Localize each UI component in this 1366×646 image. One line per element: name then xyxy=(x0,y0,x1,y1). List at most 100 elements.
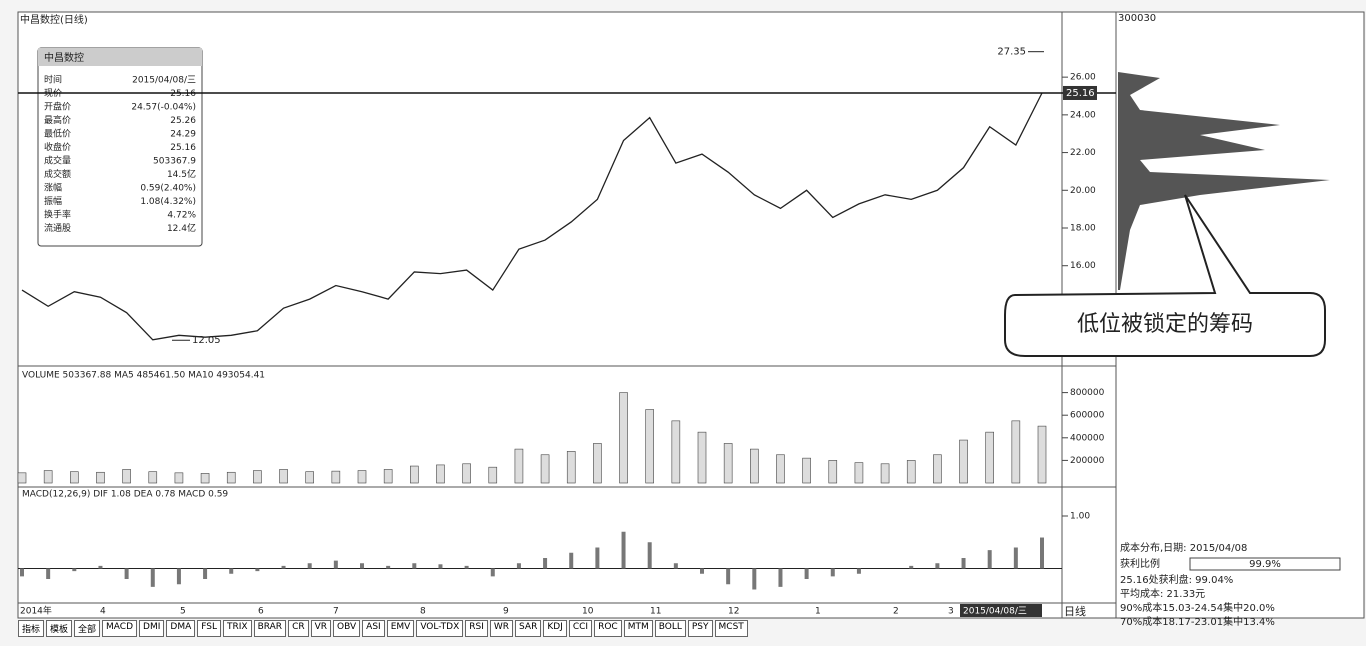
y-tick-label: 22.00 xyxy=(1070,148,1096,158)
y-tick-label: 400000 xyxy=(1070,433,1105,443)
macd-bar xyxy=(1040,537,1044,569)
info-value: 25.16 xyxy=(170,143,196,153)
macd-bar xyxy=(595,547,600,569)
x-tick-label: 9 xyxy=(503,607,509,617)
macd-bar xyxy=(752,568,757,590)
volume-bar xyxy=(357,470,367,484)
macd-bar xyxy=(412,563,417,569)
macd-bar xyxy=(124,568,129,579)
macd-bar xyxy=(203,568,208,579)
x-tick-label: 2014年 xyxy=(20,605,52,617)
tab[interactable]: VOL-TDX xyxy=(416,620,464,637)
macd-bar xyxy=(621,531,626,569)
volume-bar xyxy=(331,470,341,484)
macd-bar xyxy=(987,550,992,569)
info-box-title: 中昌数控 xyxy=(44,51,84,64)
y-tick-label: 200000 xyxy=(1070,456,1105,466)
period-label: 日线 xyxy=(1064,604,1086,618)
info-key: 开盘价 xyxy=(44,101,71,113)
y-tick-label: 24.00 xyxy=(1070,110,1096,120)
chip-info: 25.16处获利盘: 99.04% xyxy=(1120,573,1233,586)
tab[interactable]: MTM xyxy=(623,620,653,637)
info-key: 成交额 xyxy=(44,168,71,180)
profit-value: 99.9% xyxy=(1249,559,1281,570)
info-key: 振幅 xyxy=(44,195,62,207)
volume-bar xyxy=(279,469,288,484)
tab[interactable]: DMI xyxy=(139,620,165,637)
tab[interactable]: DMA xyxy=(166,620,196,637)
tab[interactable]: BOLL xyxy=(654,620,686,637)
tab[interactable]: MCST xyxy=(714,620,748,637)
volume-bar xyxy=(906,460,916,484)
tab[interactable]: VR xyxy=(310,620,332,637)
tab[interactable]: OBV xyxy=(333,620,361,637)
chart-title: 中昌数控(日线) xyxy=(20,13,88,26)
tab[interactable]: RSI xyxy=(465,620,488,637)
chip-date: 成本分布,日期: 2015/04/08 xyxy=(1120,541,1247,554)
macd-bar xyxy=(464,565,469,569)
volume-bar xyxy=(671,420,681,484)
volume-bar xyxy=(383,469,393,484)
volume-bar xyxy=(854,462,864,484)
tab[interactable]: CR xyxy=(288,620,309,637)
volume-bar xyxy=(750,448,759,484)
tab[interactable]: ASI xyxy=(362,620,385,637)
macd-bar xyxy=(176,568,181,585)
volume-bar xyxy=(410,465,419,484)
y-tick-label: 800000 xyxy=(1070,388,1105,398)
tab[interactable]: FSL xyxy=(197,620,221,637)
tab[interactable]: KDJ xyxy=(543,620,567,637)
macd-bar xyxy=(281,565,286,569)
tab[interactable]: TRIX xyxy=(223,620,252,637)
info-value: 2015/04/08/三 xyxy=(132,76,196,86)
info-value: 14.5亿 xyxy=(167,168,196,180)
tab-bar: 指标 模板 全部 MACD DMI DMA FSL TRIX BRAR CR VR OBV ASI EMV… xyxy=(18,620,748,637)
macd-bar xyxy=(726,568,731,585)
info-value: 12.4亿 xyxy=(167,222,196,234)
tab[interactable]: EMV xyxy=(386,620,415,637)
tab[interactable]: BRAR xyxy=(253,620,287,637)
tab[interactable]: SAR xyxy=(515,620,542,637)
tab[interactable]: 模板 xyxy=(46,620,73,637)
macd-bar xyxy=(307,563,312,569)
tab[interactable]: CCI xyxy=(568,620,593,637)
x-tick-label: 1 xyxy=(815,607,821,617)
tab[interactable]: 指标 xyxy=(18,620,45,637)
info-key: 涨幅 xyxy=(44,182,62,194)
volume-bar xyxy=(200,473,210,484)
x-tick-label: 5 xyxy=(180,607,186,617)
macd-bar xyxy=(98,565,103,569)
volume-bar xyxy=(697,431,707,484)
volume-bar xyxy=(959,439,968,484)
macd-bar xyxy=(255,568,260,572)
info-box-header xyxy=(38,48,202,66)
y-tick-label: 20.00 xyxy=(1070,186,1096,196)
macd-bar xyxy=(935,563,940,569)
tab[interactable]: WR xyxy=(489,620,514,637)
info-value: 24.29 xyxy=(170,130,196,140)
chip-info: 70%成本18.17-23.01集中13.4% xyxy=(1120,615,1275,628)
macd-bar xyxy=(229,568,234,574)
macd-bar xyxy=(360,563,364,569)
info-key: 时间 xyxy=(44,74,62,86)
x-tick-label: 11 xyxy=(650,607,661,617)
volume-bar xyxy=(1037,425,1047,484)
macd-bar xyxy=(20,568,24,577)
x-tick-label: 10 xyxy=(582,607,594,617)
tab[interactable]: PSY xyxy=(687,620,713,637)
info-value: 25.16 xyxy=(170,89,196,99)
tab[interactable]: ROC xyxy=(594,620,622,637)
chip-info: 90%成本15.03-24.54集中20.0% xyxy=(1120,601,1275,614)
info-value: 25.26 xyxy=(170,116,196,126)
macd-bar xyxy=(438,564,443,569)
volume-bar xyxy=(17,472,27,484)
macd-bar xyxy=(46,568,51,579)
macd-bar xyxy=(72,568,77,572)
tab[interactable]: 全部 xyxy=(74,620,101,637)
volume-bar xyxy=(723,443,733,484)
volume-bar xyxy=(96,471,105,484)
info-key: 流通股 xyxy=(44,222,71,234)
volume-bar xyxy=(540,454,550,484)
y-tick-label: 18.00 xyxy=(1070,224,1096,234)
tab[interactable]: MACD xyxy=(102,620,138,637)
